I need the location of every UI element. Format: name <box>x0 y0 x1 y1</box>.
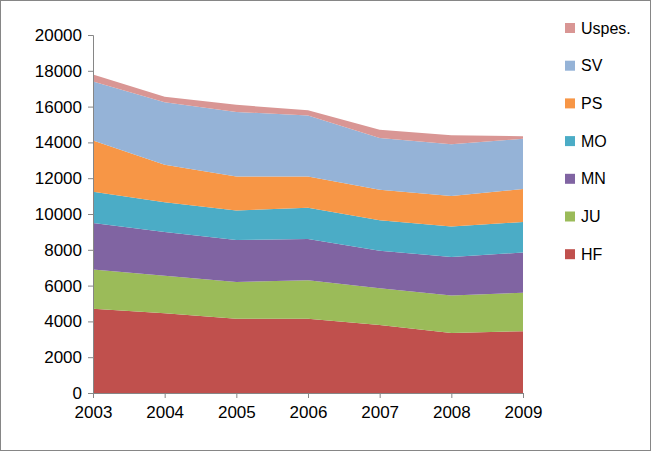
legend: Uspes. SV PS MO MN JU HF <box>565 20 631 263</box>
x-tick-label: 2004 <box>146 403 184 422</box>
legend-label: MO <box>581 133 607 150</box>
y-tick: 18000 <box>35 62 93 81</box>
legend-label: HF <box>581 246 603 263</box>
x-tick-mark <box>451 393 452 398</box>
x-tick-mark <box>523 393 524 398</box>
x-tick-mark <box>236 393 237 398</box>
y-axis-line <box>88 36 94 394</box>
y-tick-mark <box>88 357 93 358</box>
chart: 0 2000 4000 6000 8000 10000 12000 14000 16000 180… <box>0 0 651 451</box>
y-tick-label: 18000 <box>35 62 82 81</box>
y-tick-label: 20000 <box>35 26 82 45</box>
legend-label: JU <box>581 208 601 225</box>
y-tick-mark <box>88 214 93 215</box>
x-tick-mark <box>380 393 381 398</box>
y-tick-mark <box>88 71 93 72</box>
y-tick-mark <box>88 393 93 394</box>
y-tick: 8000 <box>44 241 93 260</box>
x-tick: 2007 <box>361 393 399 422</box>
legend-swatch <box>565 136 575 146</box>
y-tick-label: 12000 <box>35 169 82 188</box>
plot-area <box>93 74 523 393</box>
x-tick-mark <box>308 393 309 398</box>
x-tick-label: 2008 <box>433 403 471 422</box>
y-tick-label: 2000 <box>44 348 82 367</box>
legend-swatch <box>565 249 575 259</box>
x-tick-label: 2005 <box>218 403 256 422</box>
legend-label: PS <box>581 95 602 112</box>
x-tick-mark <box>93 393 94 398</box>
y-tick-mark <box>88 250 93 251</box>
y-tick-mark <box>88 107 93 108</box>
x-tick: 2005 <box>218 393 256 422</box>
x-tick: 2006 <box>290 393 328 422</box>
y-tick: 20000 <box>35 26 93 45</box>
x-tick-label: 2003 <box>75 403 113 422</box>
y-tick: 2000 <box>44 348 93 367</box>
legend-label: MN <box>581 170 606 187</box>
y-tick-label: 0 <box>73 384 82 403</box>
legend-swatch <box>565 212 575 222</box>
y-tick: 16000 <box>35 98 93 117</box>
y-tick-label: 8000 <box>44 241 82 260</box>
y-axis: 0 2000 4000 6000 8000 10000 12000 14000 16000 180… <box>35 26 94 403</box>
x-tick: 2004 <box>146 393 184 422</box>
y-tick-label: 4000 <box>44 312 82 331</box>
y-tick-mark <box>88 35 93 36</box>
y-tick: 12000 <box>35 169 93 188</box>
legend-label: Uspes. <box>581 20 631 37</box>
x-axis-line <box>94 394 524 399</box>
x-tick-label: 2007 <box>361 403 399 422</box>
legend-swatch <box>565 61 575 71</box>
legend-swatch <box>565 98 575 108</box>
y-tick-mark <box>88 178 93 179</box>
y-tick: 14000 <box>35 133 93 152</box>
y-tick-mark <box>88 142 93 143</box>
y-tick-label: 16000 <box>35 98 82 117</box>
legend-label: SV <box>581 57 603 74</box>
y-tick-mark <box>88 321 93 322</box>
x-axis: 2003 2004 2005 2006 2007 2008 2009 <box>75 393 543 422</box>
x-tick-mark <box>165 393 166 398</box>
legend-swatch <box>565 23 575 33</box>
y-tick-mark <box>88 286 93 287</box>
area <box>93 74 523 144</box>
y-tick: 10000 <box>35 205 93 224</box>
chart-border <box>1 1 651 451</box>
y-tick: 0 <box>73 384 93 403</box>
x-tick: 2008 <box>433 393 471 422</box>
x-tick: 2009 <box>505 393 543 422</box>
y-tick-label: 10000 <box>35 205 82 224</box>
x-tick-label: 2009 <box>505 403 543 422</box>
y-tick-label: 14000 <box>35 133 82 152</box>
x-tick: 2003 <box>75 393 113 422</box>
legend-swatch <box>565 174 575 184</box>
y-tick: 6000 <box>44 277 93 296</box>
y-tick-label: 6000 <box>44 277 82 296</box>
x-tick-label: 2006 <box>290 403 328 422</box>
y-tick: 4000 <box>44 312 93 331</box>
